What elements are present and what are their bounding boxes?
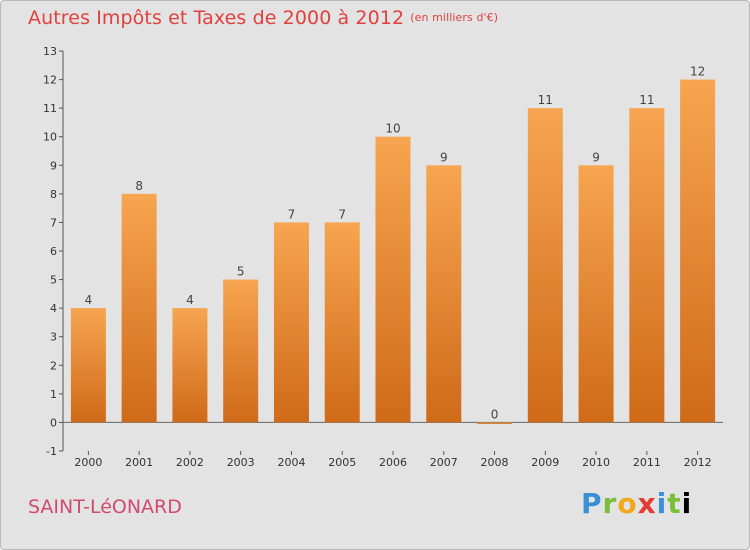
x-tick-label: 2003 xyxy=(227,456,255,469)
logo-letter: t xyxy=(667,487,682,520)
data-label: 7 xyxy=(288,207,296,221)
data-label: 9 xyxy=(592,150,600,164)
data-label: 11 xyxy=(538,93,553,107)
chart-title-text: Autres Impôts et Taxes de 2000 à 2012 xyxy=(28,7,405,29)
y-tick-label: 4 xyxy=(50,302,57,315)
logo-letter: P xyxy=(581,487,603,520)
x-tick-label: 2009 xyxy=(531,456,559,469)
y-tick-label: 3 xyxy=(50,331,57,344)
data-label: 7 xyxy=(338,207,346,221)
y-tick-label: 13 xyxy=(43,45,57,58)
y-tick-label: 9 xyxy=(50,159,57,172)
bar xyxy=(324,222,360,423)
y-tick-label: 0 xyxy=(50,416,57,429)
x-tick-label: 2011 xyxy=(633,456,661,469)
commune-name: SAINT-LéONARD xyxy=(28,496,182,518)
x-tick-label: 2005 xyxy=(328,456,356,469)
x-tick-label: 2010 xyxy=(582,456,610,469)
data-label: 11 xyxy=(639,93,654,107)
chart-title: Autres Impôts et Taxes de 2000 à 2012 (en… xyxy=(28,7,498,29)
y-tick-label: 1 xyxy=(50,388,57,401)
bar xyxy=(172,308,208,423)
y-tick-label: 7 xyxy=(50,216,57,229)
bar xyxy=(223,279,259,423)
x-tick-label: 2002 xyxy=(176,456,204,469)
bar xyxy=(680,79,716,423)
logo-letter: o xyxy=(617,487,638,520)
data-label: 10 xyxy=(385,122,400,136)
bar xyxy=(426,165,462,423)
bar xyxy=(375,136,411,423)
chart-unit: (en milliers d'€) xyxy=(410,11,499,24)
y-tick-label: 2 xyxy=(50,359,57,372)
bar xyxy=(629,108,665,423)
data-label: 4 xyxy=(85,293,93,307)
x-tick-label: 2012 xyxy=(684,456,712,469)
x-tick-label: 2007 xyxy=(430,456,458,469)
data-label: 5 xyxy=(237,265,245,279)
x-tick-label: 2000 xyxy=(74,456,102,469)
chart-bars xyxy=(70,79,716,424)
bar xyxy=(273,222,309,423)
x-tick-label: 2001 xyxy=(125,456,153,469)
proxiti-logo: Proxiti xyxy=(581,487,692,520)
data-label: 9 xyxy=(440,150,448,164)
y-tick-label: 6 xyxy=(50,245,57,258)
bar xyxy=(578,165,614,423)
logo-letter: x xyxy=(637,487,657,520)
y-tick-label: 10 xyxy=(43,131,57,144)
data-label: 8 xyxy=(135,179,143,193)
bar xyxy=(527,108,563,423)
data-label: 12 xyxy=(690,65,705,79)
y-tick-label: 8 xyxy=(50,188,57,201)
data-label: 0 xyxy=(491,407,499,421)
y-tick-label: -1 xyxy=(46,445,57,458)
x-tick-label: 2006 xyxy=(379,456,407,469)
y-tick-label: 5 xyxy=(50,274,57,287)
x-tick-label: 2004 xyxy=(277,456,305,469)
data-label: 4 xyxy=(186,293,194,307)
y-tick-label: 12 xyxy=(43,74,57,87)
bar xyxy=(477,422,513,424)
chart-labels: 2000 4 2001 8 2002 4 2003 5 2004 7 2005 7 2006 10 2007… xyxy=(74,65,711,469)
logo-letter: r xyxy=(602,487,618,520)
y-tick-label: 11 xyxy=(43,102,57,115)
bar xyxy=(121,193,157,423)
logo-letter: i xyxy=(656,487,668,520)
logo-letter: i xyxy=(681,487,693,520)
x-tick-label: 2008 xyxy=(481,456,509,469)
bar xyxy=(70,308,106,423)
